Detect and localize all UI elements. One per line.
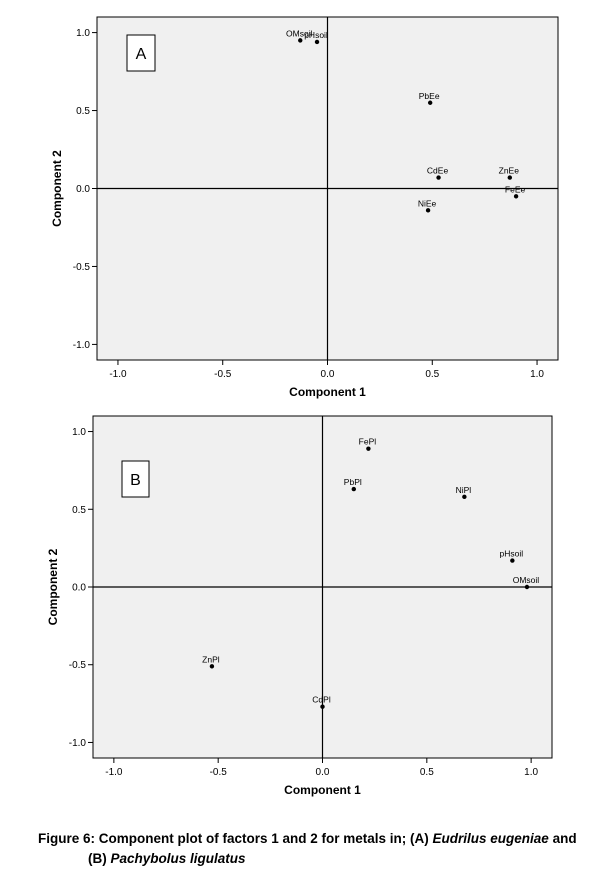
x-tick-label: 0.5 xyxy=(420,767,434,778)
data-point-label: OMsoil xyxy=(513,575,540,585)
figure-caption: Figure 6: Component plot of factors 1 an… xyxy=(38,829,598,869)
x-axis-title: Component 1 xyxy=(289,385,366,399)
data-point xyxy=(298,38,303,43)
data-point xyxy=(351,486,356,492)
data-point-label: CdEe xyxy=(427,166,449,176)
panel-label-box xyxy=(121,460,150,498)
y-tick-label: 0.5 xyxy=(76,106,90,117)
caption-species-b: Pachybolus ligulatus xyxy=(110,851,246,866)
x-tick-label: -1.0 xyxy=(105,767,123,778)
y-tick-label: -1.0 xyxy=(73,340,91,351)
x-tick-label: -1.0 xyxy=(109,369,127,380)
panel-label: B xyxy=(130,472,141,489)
data-point-label: OMsoil xyxy=(286,28,313,38)
data-point xyxy=(427,100,433,105)
y-tick-label: 0.0 xyxy=(76,184,90,195)
panel-label: A xyxy=(136,46,147,63)
component-plots: -1.0 -0.5 0.0 0.5 1.0 1.0 0.5 0.0 -0.5 -1.0 Compon… xyxy=(46,16,559,797)
x-tick-label: -0.5 xyxy=(214,369,232,380)
data-point-label: FePl xyxy=(359,437,377,447)
data-point xyxy=(425,208,431,213)
x-tick-label: 1.0 xyxy=(524,767,538,778)
data-point-label: NiEe xyxy=(418,198,437,208)
data-point xyxy=(320,704,325,709)
chart-panel-b: -1.0 -0.5 0.0 0.5 1.0 1.0 0.5 0.0 -0.5 -1.0 Compon… xyxy=(46,415,553,797)
data-point-label: PbEe xyxy=(419,91,440,101)
x-tick-label: 0.5 xyxy=(425,369,439,380)
data-point-label: NiPl xyxy=(456,485,472,495)
y-axis-title: Component 2 xyxy=(46,548,60,625)
y-tick-label: 0.5 xyxy=(72,505,86,516)
data-point-label: PbPl xyxy=(344,477,362,487)
y-tick-label: -1.0 xyxy=(69,738,87,749)
data-point xyxy=(366,446,371,451)
x-tick-label: 0.0 xyxy=(321,369,335,380)
data-point-label: pHsoil xyxy=(500,549,524,559)
y-axis-title: Component 2 xyxy=(50,150,64,227)
data-point xyxy=(436,175,441,180)
data-point-label: ZnPl xyxy=(202,654,220,664)
y-tick-label: -0.5 xyxy=(69,660,87,671)
x-tick-label: 0.0 xyxy=(316,767,330,778)
data-point xyxy=(507,175,513,180)
panel-label-box xyxy=(126,34,156,72)
chart-panel-a: -1.0 -0.5 0.0 0.5 1.0 1.0 0.5 0.0 -0.5 -1.0 Compon… xyxy=(50,16,559,399)
data-point-label: ZnEe xyxy=(499,166,520,176)
caption-middle: and xyxy=(548,831,577,846)
data-point xyxy=(510,558,515,563)
data-point-label: CdPl xyxy=(312,695,331,705)
caption-species-a: Eudrilus eugeniae xyxy=(432,831,549,846)
data-point xyxy=(524,584,530,590)
y-tick-label: 0.0 xyxy=(72,583,86,594)
data-point-label: pHsoil xyxy=(304,30,328,40)
x-axis-title: Component 1 xyxy=(284,783,361,797)
data-point xyxy=(314,39,320,45)
data-point-label: FeEe xyxy=(505,184,526,194)
y-tick-label: -0.5 xyxy=(73,262,91,273)
data-point xyxy=(462,494,467,500)
data-point xyxy=(513,194,519,199)
y-tick-label: 1.0 xyxy=(76,28,90,39)
x-tick-label: -0.5 xyxy=(210,767,228,778)
caption-b-prefix: (B) xyxy=(88,851,111,866)
data-point xyxy=(209,664,215,669)
x-tick-label: 1.0 xyxy=(530,369,544,380)
y-tick-label: 1.0 xyxy=(72,427,86,438)
caption-prefix: Figure 6: Component plot of factors 1 an… xyxy=(38,831,433,846)
